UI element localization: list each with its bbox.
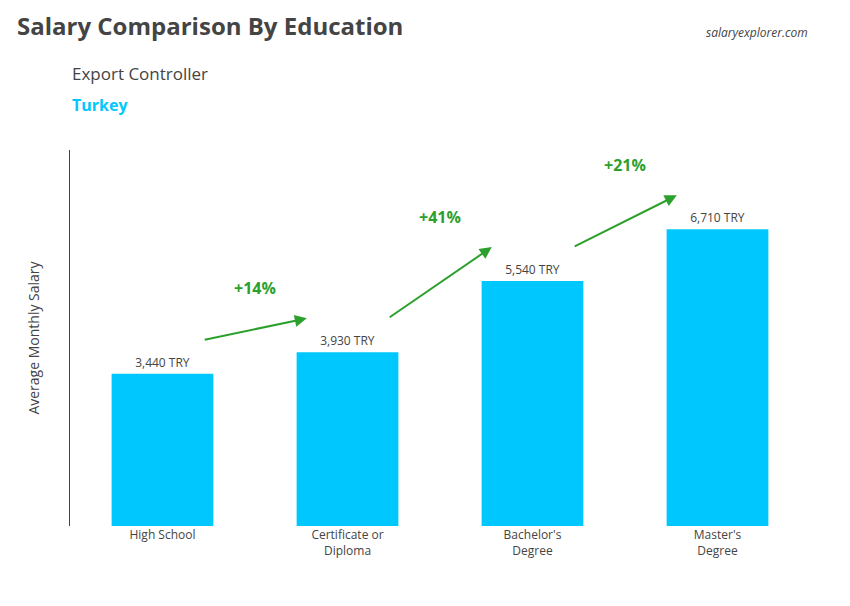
- svg-text:Turkey: Turkey: [72, 94, 128, 116]
- svg-text:3,930 TRY: 3,930 TRY: [320, 332, 375, 349]
- svg-text:3,440 TRY: 3,440 TRY: [135, 354, 190, 371]
- svg-text:+21%: +21%: [604, 154, 646, 176]
- svg-text:Average Monthly Salary: Average Monthly Salary: [24, 260, 43, 414]
- svg-text:Master'sDegree: Master'sDegree: [694, 526, 742, 559]
- svg-text:Export Controller: Export Controller: [72, 62, 208, 85]
- svg-text:5,540 TRY: 5,540 TRY: [505, 261, 560, 278]
- svg-text:High School: High School: [129, 526, 195, 543]
- svg-text:Certificate orDiploma: Certificate orDiploma: [311, 526, 383, 559]
- svg-text:+41%: +41%: [419, 206, 461, 228]
- svg-text:salaryexplorer.com: salaryexplorer.com: [706, 24, 808, 41]
- svg-text:+14%: +14%: [234, 277, 276, 299]
- svg-text:6,710 TRY: 6,710 TRY: [690, 209, 745, 226]
- svg-text:Salary Comparison By Education: Salary Comparison By Education: [17, 9, 403, 42]
- svg-text:Bachelor'sDegree: Bachelor'sDegree: [504, 526, 562, 559]
